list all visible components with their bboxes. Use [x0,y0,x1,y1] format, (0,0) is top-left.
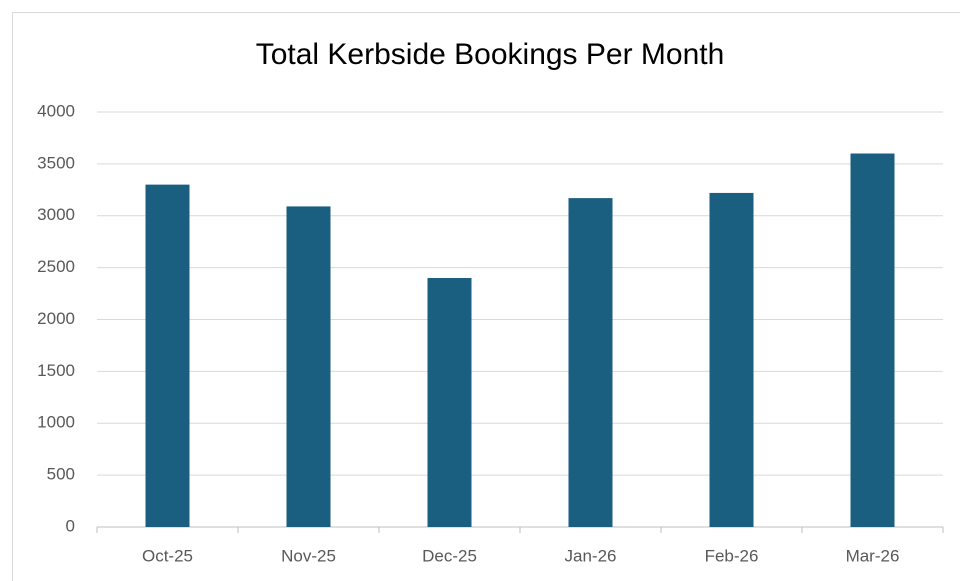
bar [427,278,472,527]
y-tick-label: 2500 [37,257,75,276]
x-tick-label: Jan-26 [565,546,617,565]
y-tick-label: 1500 [37,361,75,380]
y-tick-label: 500 [47,465,75,484]
y-tick-label: 4000 [37,101,75,120]
y-tick-label: 1000 [37,413,75,432]
y-tick-label: 0 [66,516,75,535]
y-tick-label: 2000 [37,309,75,328]
y-tick-label: 3500 [37,153,75,172]
bar [568,198,613,528]
bar [850,153,895,527]
y-tick-label: 3000 [37,205,75,224]
bar [145,184,190,527]
x-tick-label: Dec-25 [422,546,477,565]
bar [709,192,754,528]
x-tick-label: Mar-26 [846,546,900,565]
x-tick-label: Nov-25 [281,546,336,565]
chart-title: Total Kerbside Bookings Per Month [256,38,725,71]
bar [286,206,331,527]
x-tick-label: Oct-25 [142,546,193,565]
x-tick-label: Feb-26 [705,546,759,565]
